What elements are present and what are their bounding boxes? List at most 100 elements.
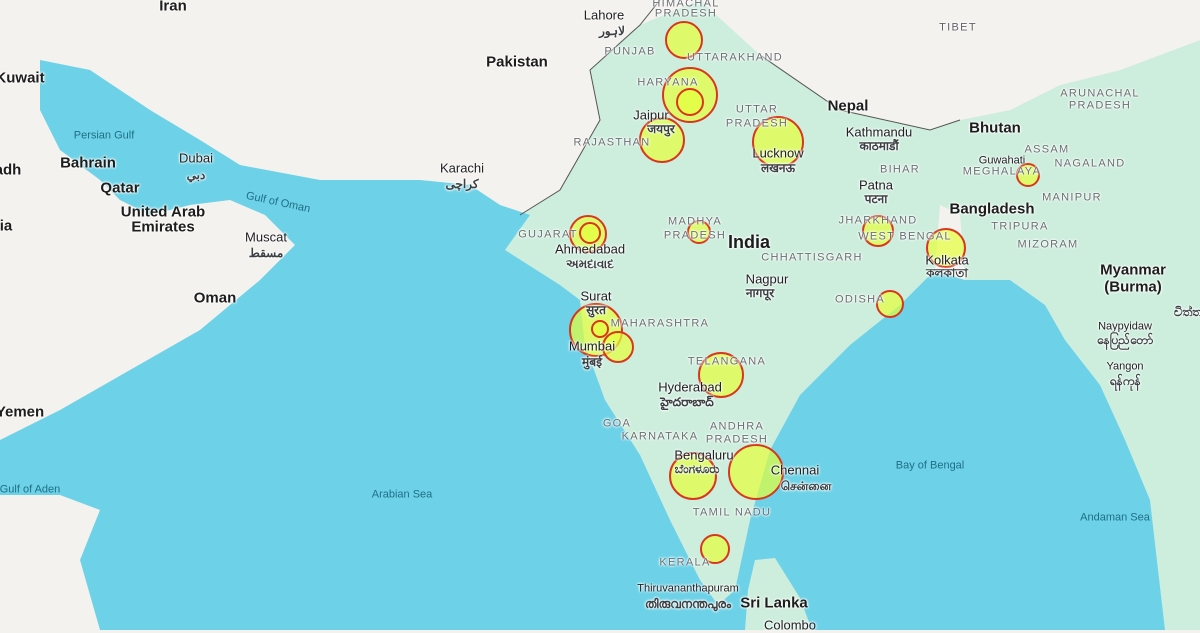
india-pakistan-border bbox=[519, 0, 661, 216]
city-label-lucknow: Lucknow bbox=[752, 145, 804, 161]
state-label-telangana: TELANGANA bbox=[687, 355, 767, 368]
city-label-chennai: Chennai bbox=[770, 462, 820, 478]
city-label-kolkata: Kolkata bbox=[925, 252, 969, 268]
city-label-dubai: Dubai bbox=[179, 150, 213, 166]
marker-jharkhand[interactable] bbox=[862, 215, 894, 247]
marker-bengaluru[interactable] bbox=[669, 452, 717, 500]
state-label-tripura: TRIPURA bbox=[991, 220, 1049, 233]
marker-mumbai-small[interactable] bbox=[591, 320, 609, 338]
city-label-yangon-native: ရန်ကုန် bbox=[1109, 374, 1141, 388]
state-label-mp: MADHYA bbox=[667, 215, 723, 228]
marker-lucknow[interactable] bbox=[752, 116, 804, 168]
city-label-lahore-native: لاہور bbox=[599, 24, 625, 38]
state-label-arunachal: ARUNACHAL bbox=[1060, 87, 1140, 100]
country-label-partial-2: ia bbox=[0, 217, 13, 235]
state-label-odisha: ODISHA bbox=[835, 293, 885, 306]
city-label-lucknow-native: लखनऊ bbox=[760, 161, 796, 175]
water-label-arabian-sea: Arabian Sea bbox=[371, 488, 433, 501]
marker-pune[interactable] bbox=[602, 331, 634, 363]
city-label-muscat-native: مسقط bbox=[248, 246, 284, 260]
state-label-manipur: MANIPUR bbox=[1042, 191, 1102, 204]
state-label-haryana: HARYANA bbox=[637, 76, 699, 89]
state-label-meghalaya: MEGHALAYA bbox=[962, 165, 1042, 178]
city-label-nagpur-native: नागपूर bbox=[745, 286, 775, 300]
sri-lanka-land bbox=[745, 558, 812, 630]
state-label-uttarakhand: UTTARAKHAND bbox=[687, 51, 783, 64]
nepal-border bbox=[759, 54, 961, 131]
country-label-kuwait: Kuwait bbox=[0, 69, 45, 87]
state-label-rajasthan: RAJASTHAN bbox=[573, 136, 651, 149]
state-label-gujarat: GUJARAT bbox=[518, 228, 578, 241]
region-label-tibet: TIBET bbox=[939, 21, 977, 34]
country-label-india: India bbox=[727, 232, 771, 252]
water-label-persian-gulf: Persian Gulf bbox=[73, 129, 135, 142]
city-label-bengaluru-native: ಬೆಂಗಳೂರು bbox=[674, 462, 720, 476]
country-label-uae: United Arab bbox=[120, 203, 206, 221]
state-label-ap-2: PRADESH bbox=[705, 433, 769, 446]
water-label-gulf-of-aden: Gulf of Aden bbox=[0, 483, 61, 496]
country-label-yemen: Yemen bbox=[0, 403, 45, 421]
country-label-nepal: Nepal bbox=[827, 97, 869, 115]
city-label-partial: චිත්‍ත bbox=[1173, 305, 1200, 319]
country-label-bahrain: Bahrain bbox=[60, 154, 116, 172]
state-label-assam: ASSAM bbox=[1024, 143, 1070, 156]
country-label-uae-2: Emirates bbox=[131, 218, 195, 236]
marker-jaipur[interactable] bbox=[639, 117, 685, 163]
city-label-lahore: Lahore bbox=[583, 7, 625, 23]
marker-odisha[interactable] bbox=[876, 290, 904, 318]
state-label-himachal-2: PRADESH bbox=[654, 7, 718, 20]
city-label-kathmandu-native: काठमाडौं bbox=[859, 139, 899, 153]
country-label-pakistan: Pakistan bbox=[486, 53, 548, 71]
marker-hyderabad[interactable] bbox=[698, 352, 744, 398]
city-label-jaipur-native: जयपुर bbox=[647, 122, 675, 136]
state-label-karnataka: KARNATAKA bbox=[621, 430, 699, 443]
country-label-myanmar-alt: (Burma) bbox=[1104, 278, 1162, 296]
country-label-myanmar: Myanmar bbox=[1100, 261, 1166, 279]
marker-himachal-pradesh[interactable] bbox=[665, 21, 703, 59]
city-label-dubai-native: دبي bbox=[186, 168, 206, 182]
state-label-nagaland: NAGALAND bbox=[1054, 157, 1126, 170]
country-label-bhutan: Bhutan bbox=[969, 119, 1021, 137]
city-label-muscat: Muscat bbox=[245, 229, 287, 245]
city-label-ahmedabad: Ahmedabad bbox=[554, 241, 626, 257]
city-label-surat-native: सुरत bbox=[586, 303, 606, 317]
state-label-bihar: BIHAR bbox=[879, 163, 921, 176]
state-label-arunachal-2: PRADESH bbox=[1068, 99, 1132, 112]
city-label-hyderabad-native: హైదరాబాద్ bbox=[660, 395, 714, 409]
city-label-ahmedabad-native: અમદાવાદ bbox=[566, 257, 614, 271]
marker-delhi-small[interactable] bbox=[676, 88, 704, 116]
country-label-bangladesh: Bangladesh bbox=[949, 200, 1035, 218]
city-label-surat: Surat bbox=[580, 288, 612, 304]
city-label-chennai-native: சென்னை bbox=[780, 479, 832, 493]
city-label-bengaluru: Bengaluru bbox=[674, 447, 734, 463]
city-label-naypyidaw: Naypyidaw bbox=[1098, 320, 1152, 333]
marker-kolkata[interactable] bbox=[926, 228, 966, 268]
city-label-patna: Patna bbox=[859, 177, 893, 193]
city-label-jaipur: Jaipur bbox=[633, 107, 669, 123]
city-label-thiruvananthapuram: Thiruvananthapuram bbox=[637, 582, 739, 595]
state-label-chhattisgarh: CHHATTISGARH bbox=[761, 251, 863, 264]
city-label-hyderabad: Hyderabad bbox=[658, 379, 722, 395]
city-label-patna-native: पटना bbox=[864, 192, 888, 206]
city-label-karachi: Karachi bbox=[439, 160, 485, 176]
state-label-himachal: HIMACHAL bbox=[652, 0, 720, 10]
state-label-up-2: PRADESH bbox=[725, 117, 789, 130]
state-label-jharkhand: JHARKHAND bbox=[838, 214, 918, 227]
marker-chennai[interactable] bbox=[728, 444, 784, 500]
city-label-nagpur: Nagpur bbox=[745, 271, 789, 287]
country-label-qatar: Qatar bbox=[100, 179, 140, 197]
city-label-colombo: Colombo bbox=[763, 617, 817, 633]
state-label-tamil-nadu: TAMIL NADU bbox=[692, 506, 772, 519]
country-label-oman: Oman bbox=[193, 289, 237, 307]
marker-madurai[interactable] bbox=[700, 534, 730, 564]
marker-madhya-pradesh[interactable] bbox=[687, 220, 711, 244]
state-label-punjab: PUNJAB bbox=[604, 45, 656, 58]
marker-ahmedabad-small[interactable] bbox=[579, 222, 601, 244]
water-label-bay-of-bengal: Bay of Bengal bbox=[895, 459, 965, 472]
country-label-iran: Iran bbox=[159, 0, 187, 15]
marker-meghalaya[interactable] bbox=[1016, 163, 1040, 187]
city-label-thiruvananthapuram-native: തിരുവനന്തപുരം bbox=[644, 597, 732, 611]
marker-layer bbox=[569, 21, 1040, 564]
city-label-kathmandu: Kathmandu bbox=[845, 124, 913, 140]
